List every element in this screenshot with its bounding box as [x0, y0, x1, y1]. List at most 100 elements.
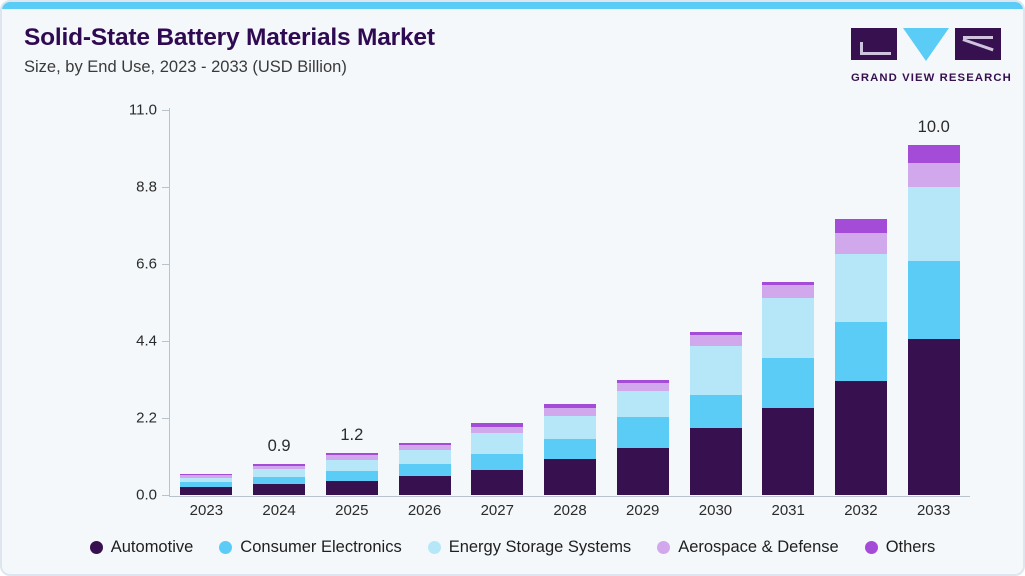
bar-segment-energy-storage-systems[interactable] [544, 415, 597, 439]
y-axis-tick-label: 6.6 [136, 255, 157, 273]
bar-segment-automotive[interactable] [180, 486, 233, 495]
plot-area: 0.9 1.2 10.0 [170, 110, 970, 495]
stacked-bar[interactable] [398, 442, 451, 495]
bar-segment-automotive[interactable] [616, 448, 669, 495]
bar-segment-automotive[interactable] [834, 381, 887, 495]
bar-slot[interactable] [752, 110, 825, 495]
bar-segment-energy-storage-systems[interactable] [689, 346, 742, 396]
bar-segment-others[interactable] [471, 423, 524, 427]
bar-segment-aerospace-defense[interactable] [616, 383, 669, 391]
bar-segment-aerospace-defense[interactable] [325, 455, 378, 460]
stacked-bar[interactable] [834, 218, 887, 495]
bar-segment-automotive[interactable] [471, 469, 524, 495]
legend-item[interactable]: Aerospace & Defense [657, 538, 839, 557]
bar-segment-consumer-electronics[interactable] [544, 438, 597, 459]
bar-segment-others[interactable] [253, 463, 306, 466]
x-axis-tick-label: 2028 [553, 502, 587, 519]
bar-segment-others[interactable] [180, 474, 233, 476]
bar-slot[interactable]: 10.0 [897, 110, 970, 495]
bar-slot[interactable]: 1.2 [315, 110, 388, 495]
bar-segment-energy-storage-systems[interactable] [471, 432, 524, 454]
legend-item[interactable]: Others [864, 538, 935, 557]
stacked-bar[interactable] [689, 332, 742, 495]
bar-segment-automotive[interactable] [689, 427, 742, 495]
y-axis-tick-mark [162, 418, 169, 419]
bar-segment-energy-storage-systems[interactable] [180, 477, 233, 483]
bar-segment-consumer-electronics[interactable] [907, 260, 960, 340]
bar-segment-aerospace-defense[interactable] [689, 335, 742, 347]
bar-segment-consumer-electronics[interactable] [325, 471, 378, 481]
bar-segment-aerospace-defense[interactable] [180, 475, 233, 478]
bar-segment-consumer-electronics[interactable] [471, 453, 524, 470]
bar-segment-energy-storage-systems[interactable] [834, 253, 887, 322]
bar-segment-consumer-electronics[interactable] [762, 357, 815, 408]
legend-item[interactable]: Energy Storage Systems [427, 538, 631, 557]
bar-slot[interactable] [534, 110, 607, 495]
bar-segment-aerospace-defense[interactable] [907, 162, 960, 187]
bar-segment-consumer-electronics[interactable] [180, 482, 233, 487]
legend-item[interactable]: Automotive [89, 538, 193, 557]
bar-segment-automotive[interactable] [398, 476, 451, 495]
y-axis-tick-mark [162, 341, 169, 342]
stacked-bar[interactable] [253, 463, 306, 495]
bar-segment-aerospace-defense[interactable] [762, 285, 815, 299]
grand-view-research-logo: GRAND VIEW RESEARCH [851, 28, 1012, 84]
bar-value-label: 10.0 [917, 118, 950, 136]
bar-segment-energy-storage-systems[interactable] [325, 459, 378, 472]
bar-segment-consumer-electronics[interactable] [689, 395, 742, 428]
bar-slot[interactable] [461, 110, 534, 495]
bar-segment-energy-storage-systems[interactable] [616, 390, 669, 417]
x-axis-tick-label: 2030 [698, 502, 733, 519]
bar-slot[interactable] [606, 110, 679, 495]
stacked-bar[interactable] [325, 453, 378, 495]
bar-segment-others[interactable] [544, 404, 597, 408]
bar-slot[interactable] [825, 110, 898, 495]
y-axis-tick-label: 8.8 [136, 178, 157, 196]
bar-segment-consumer-electronics[interactable] [834, 321, 887, 382]
stacked-bar[interactable] [544, 404, 597, 495]
bar-slot[interactable] [388, 110, 461, 495]
legend-item[interactable]: Consumer Electronics [219, 538, 402, 557]
stacked-bar[interactable] [616, 379, 669, 495]
bar-segment-consumer-electronics[interactable] [253, 476, 306, 485]
bar-segment-consumer-electronics[interactable] [616, 416, 669, 449]
bar-slot[interactable] [679, 110, 752, 495]
x-axis-tick-label: 2023 [189, 502, 224, 519]
bar-segment-aerospace-defense[interactable] [544, 407, 597, 416]
y-axis-tick-mark [162, 495, 169, 496]
bar-segment-consumer-electronics[interactable] [398, 464, 451, 477]
bar-slot[interactable]: 0.9 [243, 110, 316, 495]
bar-segment-energy-storage-systems[interactable] [253, 468, 306, 477]
legend-label: Consumer Electronics [240, 538, 402, 556]
gvr-v-triangle-icon [903, 28, 949, 61]
bar-segment-others[interactable] [325, 453, 378, 456]
bar-segment-automotive[interactable] [544, 458, 597, 495]
stacked-bar[interactable] [907, 145, 960, 495]
bar-segment-others[interactable] [689, 332, 742, 336]
y-axis-tick-label: 0.0 [136, 486, 157, 504]
bar-segment-aerospace-defense[interactable] [834, 232, 887, 254]
bar-segment-automotive[interactable] [762, 407, 815, 495]
bar-segment-others[interactable] [762, 281, 815, 286]
x-axis-tick-label: 2027 [480, 502, 514, 519]
bar-segment-aerospace-defense[interactable] [398, 444, 451, 450]
bar-segment-energy-storage-systems[interactable] [907, 187, 960, 261]
legend-color-dot [89, 541, 103, 554]
logo-text: GRAND VIEW RESEARCH [851, 72, 1012, 84]
bar-segment-automotive[interactable] [907, 339, 960, 495]
bar-slot[interactable] [170, 110, 243, 495]
bar-segment-others[interactable] [907, 145, 960, 163]
bar-segment-automotive[interactable] [325, 480, 378, 495]
stacked-bar[interactable] [762, 281, 815, 495]
bar-segment-energy-storage-systems[interactable] [398, 449, 451, 465]
stacked-bar[interactable] [180, 474, 233, 495]
bar-segment-energy-storage-systems[interactable] [762, 298, 815, 358]
bar-segment-others[interactable] [398, 442, 451, 445]
bar-segment-automotive[interactable] [253, 484, 306, 495]
stacked-bar[interactable] [471, 423, 524, 495]
bar-segment-aerospace-defense[interactable] [253, 465, 306, 469]
bar-segment-aerospace-defense[interactable] [471, 426, 524, 433]
bar-segment-others[interactable] [616, 379, 669, 384]
accent-top-bar [2, 2, 1023, 9]
bar-segment-others[interactable] [834, 218, 887, 233]
